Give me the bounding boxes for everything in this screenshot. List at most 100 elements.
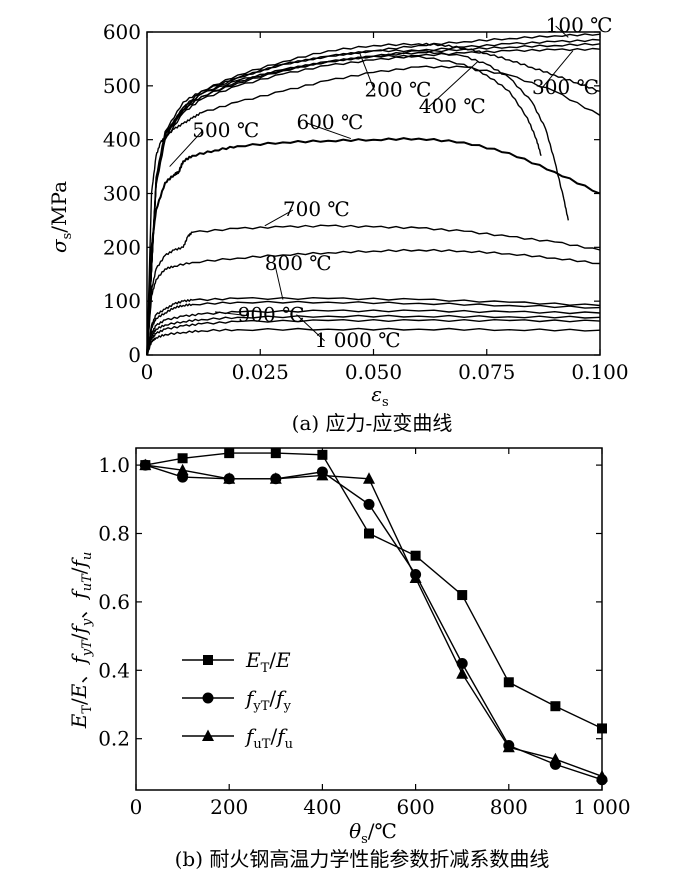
curve-700a — [146, 224, 601, 356]
chart-a-ytick-label: 0 — [128, 343, 141, 367]
chart-b-xtick-label: 800 — [490, 795, 528, 819]
series-line-circle — [145, 464, 603, 781]
data-point-square — [597, 723, 607, 734]
chart-b-xtick-label: 0 — [130, 795, 143, 819]
chart-b-xlabel: θs/℃ — [349, 819, 397, 847]
chart-a-xtick-label: 0 — [141, 360, 154, 384]
chart-b-ytick-label: 0.8 — [98, 522, 130, 546]
chart-a-xtick-label: 0.050 — [345, 360, 402, 384]
chart-a-ytick-label: 100 — [103, 289, 141, 313]
chart-a-xtick-label: 0.100 — [571, 360, 628, 384]
chart-a-caption: (a) 应力-应变曲线 — [292, 411, 453, 435]
data-point-triangle — [176, 463, 189, 476]
data-point-triangle — [502, 740, 515, 753]
legend-label: fyT/fy — [244, 686, 292, 714]
annotation-label: 1 000 ℃ — [315, 328, 401, 352]
curve-900b — [146, 314, 601, 356]
chart-b-legend: ET/E fyT/fy fuT/fu — [182, 648, 293, 752]
data-point-circle — [456, 657, 468, 669]
data-point-triangle — [316, 468, 329, 481]
data-point-triangle — [596, 769, 608, 782]
data-point-triangle — [139, 458, 152, 471]
curve-700b — [146, 248, 601, 356]
data-point-square — [457, 590, 468, 601]
annotation-label: 900 ℃ — [238, 303, 305, 327]
data-point-square — [364, 528, 374, 539]
curve-400b — [146, 49, 569, 356]
annotation-leader — [555, 25, 569, 38]
chart-a-ytick-label: 600 — [103, 20, 141, 44]
chart-b-xtick-label: 200 — [210, 795, 248, 819]
chart-a-ytick-label: 200 — [103, 235, 141, 259]
data-point-triangle — [549, 752, 562, 765]
legend-marker-square — [203, 655, 213, 665]
curve-900a — [146, 309, 601, 356]
legend-marker-triangle — [202, 729, 214, 741]
chart-b-ytick-label: 0.2 — [98, 727, 130, 751]
annotation-label: 200 ℃ — [364, 78, 431, 102]
curve-800a — [146, 297, 601, 356]
annotation-leader — [296, 314, 325, 342]
annotation-leader — [264, 209, 294, 227]
data-point-square — [270, 448, 281, 459]
data-point-square — [317, 449, 328, 460]
legend-marker-circle — [202, 692, 214, 704]
annotation-leader — [359, 53, 375, 91]
data-point-triangle — [269, 472, 282, 484]
legend-label: ET/E — [245, 648, 291, 676]
chart-b-ylabel: ET/E、fyT/fy、fuT/fu — [67, 552, 95, 730]
chart-a-annotations: 100 ℃ 200 ℃ 300 ℃ 400 ℃ 500 ℃ 600 ℃ 700 ℃ 800 ℃… — [169, 13, 613, 352]
data-point-square — [410, 550, 421, 561]
chart-b-curves — [139, 448, 608, 786]
chart-b-ytick-label: 0.4 — [98, 658, 130, 682]
annotation-leader — [541, 50, 574, 89]
series-line-square — [145, 452, 603, 730]
data-point-triangle — [363, 472, 375, 484]
curve-800b — [146, 300, 601, 356]
curve-100 — [146, 33, 601, 356]
annotation-leader — [214, 311, 248, 317]
annotation-label: 300 ℃ — [532, 75, 599, 99]
annotation-label: 500 ℃ — [192, 118, 259, 142]
annotation-label: 800 ℃ — [265, 251, 332, 275]
data-point-square — [550, 701, 561, 712]
curve-600 — [146, 137, 601, 356]
stress-strain-chart: 0 0.025 0.050 0.075 0.100 0 100 200 300 400 500 600… — [47, 13, 629, 435]
annotation-leader — [169, 130, 203, 167]
annotation-leader — [428, 61, 479, 108]
annotation-label: 600 ℃ — [296, 110, 363, 134]
chart-b-ticks: 0 200 400 600 800 1 000 0.2 0.4 0.6 0.8 1.0 — [98, 448, 631, 819]
annotation-label: 100 ℃ — [546, 13, 613, 37]
curve-1000a — [146, 319, 601, 356]
data-point-square — [503, 677, 514, 688]
chart-a-xtick-label: 0.025 — [232, 360, 289, 384]
chart-b-ytick-label: 0.6 — [98, 590, 130, 614]
chart-a-curves — [146, 33, 601, 356]
chart-b-ytick-label: 1.0 — [98, 453, 130, 477]
annotation-label: 700 ℃ — [283, 197, 350, 221]
chart-b-xtick-label: 600 — [397, 795, 435, 819]
curve-1000b — [146, 327, 601, 356]
data-point-circle — [363, 498, 375, 510]
chart-a-ytick-label: 500 — [103, 74, 141, 98]
data-point-triangle — [456, 667, 469, 679]
curve-400c — [146, 54, 542, 356]
chart-a-ytick-label: 300 — [103, 182, 141, 206]
chart-a-xtick-label: 0.075 — [458, 360, 515, 384]
chart-b-frame — [135, 447, 603, 791]
chart-b-caption: (b) 耐火钢高温力学性能参数折减系数曲线 — [175, 847, 550, 871]
data-point-triangle — [223, 472, 236, 484]
annotation-leader — [274, 263, 284, 300]
chart-b-xtick-label: 400 — [303, 795, 341, 819]
data-point-triangle — [409, 571, 422, 583]
annotation-label: 400 ℃ — [419, 94, 486, 118]
chart-a-ylabel: σs/MPa — [47, 181, 75, 253]
legend-label: fuT/fu — [244, 724, 293, 752]
reduction-factor-chart: 0 200 400 600 800 1 000 0.2 0.4 0.6 0.8 1.0 ET/E fy… — [67, 447, 631, 871]
chart-b-xtick-label: 1 000 — [573, 795, 630, 819]
chart-a-xlabel: εs — [371, 382, 388, 410]
chart-a-ticks: 0 0.025 0.050 0.075 0.100 0 100 200 300 400 500 600 — [103, 20, 629, 384]
data-point-square — [177, 453, 188, 464]
chart-a-ytick-label: 400 — [103, 128, 141, 152]
